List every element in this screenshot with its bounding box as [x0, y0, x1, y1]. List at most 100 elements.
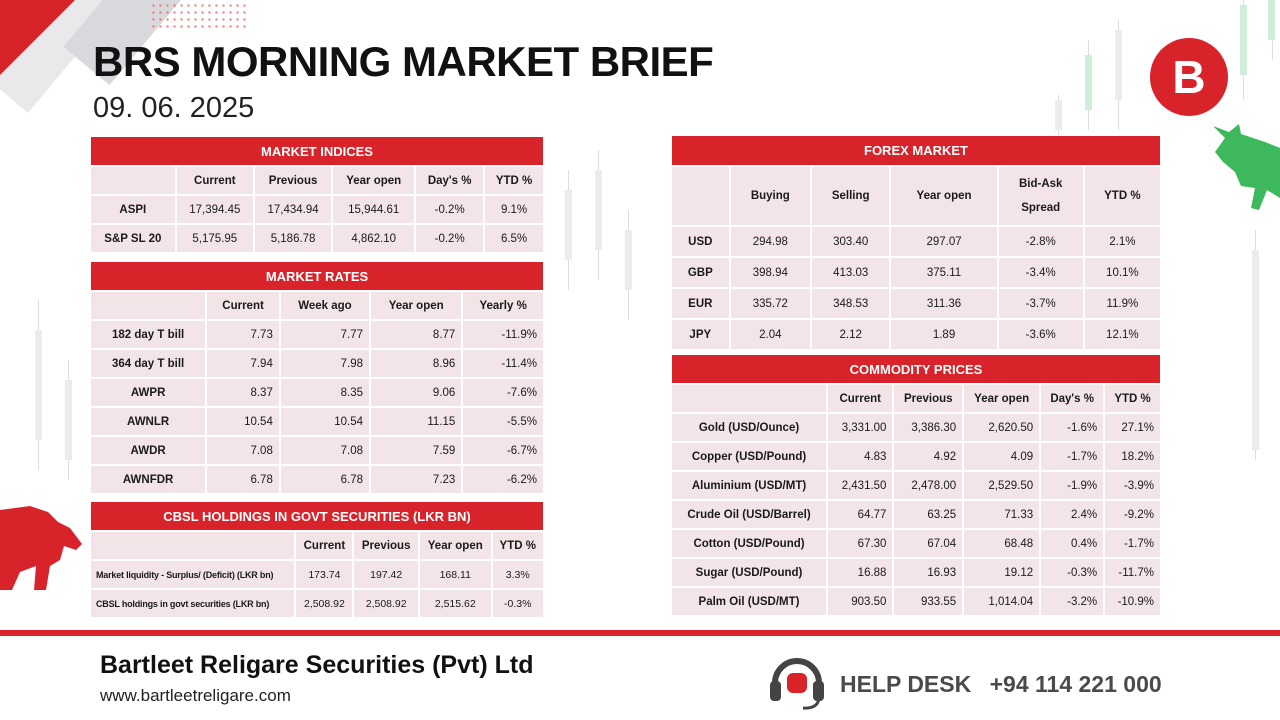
table-cell: 398.94	[730, 258, 811, 287]
column-header: Previous	[254, 167, 332, 194]
table-cell: 67.04	[894, 530, 963, 557]
table-cell: 10.54	[280, 408, 370, 435]
column-header: Year open	[333, 167, 415, 194]
table-cell: 933.55	[894, 588, 963, 615]
table-cell: -3.7%	[998, 289, 1083, 318]
row-label: Gold (USD/Ounce)	[672, 414, 827, 441]
table-cell: 67.30	[828, 530, 893, 557]
table-row: Copper (USD/Pound) 4.83 4.92 4.09 -1.7% …	[672, 443, 1160, 470]
cbsl-holdings-table: CBSL HOLDINGS IN GOVT SECURITIES (LKR BN…	[89, 500, 545, 619]
table-cell: -0.3%	[1041, 559, 1104, 586]
column-header	[672, 385, 827, 412]
table-cell: 8.37	[207, 379, 279, 406]
table-cell: -1.9%	[1041, 472, 1104, 499]
table-cell: 8.77	[371, 321, 462, 348]
market-rates-table: MARKET RATES Current Week ago Year open …	[89, 260, 545, 495]
column-header: Week ago	[280, 292, 370, 319]
table-cell: 19.12	[964, 559, 1040, 586]
table-cell: 311.36	[891, 289, 997, 318]
table-cell: 12.1%	[1084, 320, 1160, 349]
table-cell: -3.6%	[998, 320, 1083, 349]
table-cell: 17,434.94	[254, 196, 332, 223]
table-cell: 348.53	[812, 289, 890, 318]
table-cell: 1,014.04	[964, 588, 1040, 615]
table-cell: 2,478.00	[894, 472, 963, 499]
table-cell: 10.1%	[1084, 258, 1160, 287]
table-cell: -5.5%	[463, 408, 543, 435]
decor-corner	[0, 0, 75, 75]
website-link[interactable]: www.bartleetreligare.com	[100, 686, 291, 705]
table-cell: 168.11	[419, 561, 491, 588]
table-cell: 6.78	[280, 466, 370, 493]
column-header: Previous	[894, 385, 963, 412]
table-cell: 0.4%	[1041, 530, 1104, 557]
table-cell: 2,515.62	[419, 590, 491, 617]
page-title: BRS MORNING MARKET BRIEF	[93, 38, 714, 85]
table-cell: 7.73	[207, 321, 279, 348]
table-cell: 71.33	[964, 501, 1040, 528]
headset-icon	[770, 658, 824, 710]
row-label: AWDR	[91, 437, 206, 464]
table-cell: -1.7%	[1041, 443, 1104, 470]
table-cell: 10.54	[207, 408, 279, 435]
table-title: COMMODITY PRICES	[672, 355, 1160, 383]
column-header: Selling	[812, 167, 890, 225]
table-row: ASPI 17,394.45 17,434.94 15,944.61 -0.2%…	[91, 196, 543, 223]
table-cell: -6.2%	[463, 466, 543, 493]
table-row: AWPR 8.37 8.35 9.06 -7.6%	[91, 379, 543, 406]
row-label: Cotton (USD/Pound)	[672, 530, 827, 557]
table-cell: 297.07	[891, 227, 997, 256]
column-header: Previous	[354, 532, 418, 559]
column-header: Year open	[371, 292, 462, 319]
row-label: S&P SL 20	[91, 225, 175, 252]
table-cell: 2,431.50	[828, 472, 893, 499]
row-label: EUR	[672, 289, 729, 318]
table-row: Sugar (USD/Pound) 16.88 16.93 19.12 -0.3…	[672, 559, 1160, 586]
column-header: Year open	[891, 167, 997, 225]
table-cell: 15,944.61	[333, 196, 415, 223]
row-label: Sugar (USD/Pound)	[672, 559, 827, 586]
table-cell: 7.59	[371, 437, 462, 464]
table-cell: 4.92	[894, 443, 963, 470]
table-cell: 64.77	[828, 501, 893, 528]
table-cell: -2.8%	[998, 227, 1083, 256]
table-cell: -3.4%	[998, 258, 1083, 287]
table-cell: 4.09	[964, 443, 1040, 470]
row-label: 364 day T bill	[91, 350, 206, 377]
table-cell: 5,175.95	[176, 225, 253, 252]
row-label: GBP	[672, 258, 729, 287]
table-cell: -7.6%	[463, 379, 543, 406]
table-row: S&P SL 20 5,175.95 5,186.78 4,862.10 -0.…	[91, 225, 543, 252]
table-row: JPY 2.04 2.12 1.89 -3.6% 12.1%	[672, 320, 1160, 349]
table-cell: 2,529.50	[964, 472, 1040, 499]
table-cell: 903.50	[828, 588, 893, 615]
table-cell: -3.9%	[1105, 472, 1160, 499]
table-cell: -11.9%	[463, 321, 543, 348]
column-header: YTD %	[1105, 385, 1160, 412]
table-cell: 2.12	[812, 320, 890, 349]
column-header: Current	[176, 167, 253, 194]
table-cell: 6.78	[207, 466, 279, 493]
table-cell: 8.35	[280, 379, 370, 406]
market-indices-table: MARKET INDICES Current Previous Year ope…	[89, 135, 545, 254]
table-cell: 3,386.30	[894, 414, 963, 441]
helpdesk-phone[interactable]: +94 114 221 000	[989, 671, 1162, 697]
table-cell: 63.25	[894, 501, 963, 528]
table-cell: 303.40	[812, 227, 890, 256]
table-cell: 335.72	[730, 289, 811, 318]
table-cell: 2,508.92	[296, 590, 353, 617]
table-cell: 2,508.92	[354, 590, 418, 617]
table-cell: 8.96	[371, 350, 462, 377]
table-cell: 2.1%	[1084, 227, 1160, 256]
column-header: Bid-Ask Spread	[998, 167, 1083, 225]
row-label: AWNLR	[91, 408, 206, 435]
table-cell: 11.15	[371, 408, 462, 435]
table-title: CBSL HOLDINGS IN GOVT SECURITIES (LKR BN…	[91, 502, 543, 530]
column-header: Day's %	[1041, 385, 1104, 412]
table-row: Cotton (USD/Pound) 67.30 67.04 68.48 0.4…	[672, 530, 1160, 557]
table-cell: 7.94	[207, 350, 279, 377]
row-label: AWPR	[91, 379, 206, 406]
table-cell: -0.3%	[492, 590, 543, 617]
column-header: Year open	[964, 385, 1040, 412]
table-cell: -0.2%	[416, 196, 484, 223]
